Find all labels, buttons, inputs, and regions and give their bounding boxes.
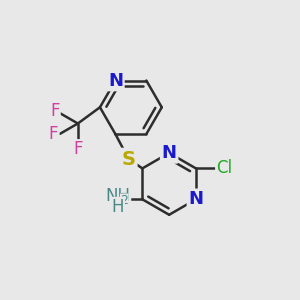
Text: N: N <box>162 144 177 162</box>
Text: F: F <box>73 140 83 158</box>
Text: Cl: Cl <box>216 159 232 177</box>
Text: NH: NH <box>105 188 130 206</box>
Text: H: H <box>112 198 124 216</box>
Text: N: N <box>108 71 123 89</box>
Text: 2: 2 <box>120 194 128 207</box>
Text: F: F <box>50 102 59 120</box>
Text: N: N <box>188 190 203 208</box>
Text: F: F <box>49 125 58 143</box>
Text: S: S <box>122 150 136 169</box>
